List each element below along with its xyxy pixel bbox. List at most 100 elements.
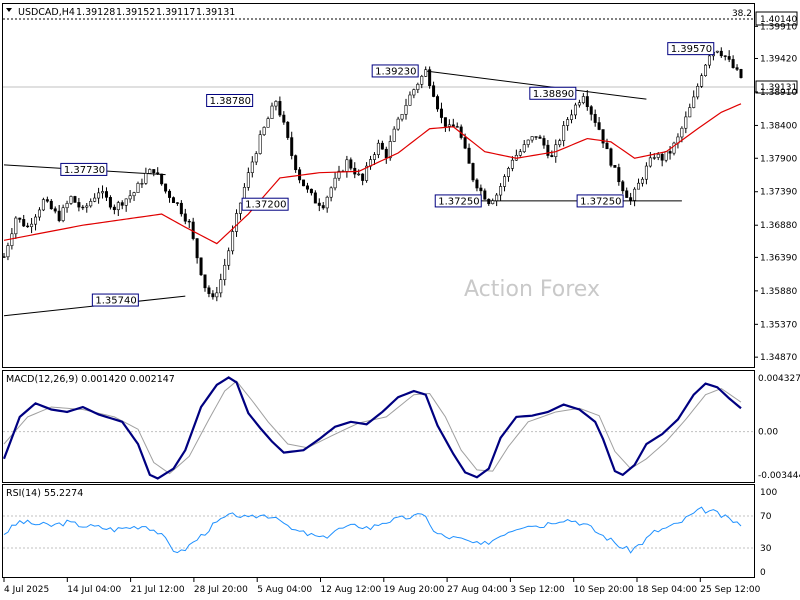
candle [573,102,577,120]
candle [215,286,219,302]
candle [589,105,593,121]
candle [424,66,428,77]
candle [376,139,380,159]
time-axis: 4 Jul 2025 14 Jul 04:00 21 Jul 12:00 28 Jul… [3,578,761,595]
candle [558,138,562,148]
candle [302,179,306,187]
candle [313,190,317,204]
candle [593,109,597,127]
ohlc-close: 1.39131 [196,7,235,18]
candle [439,102,443,124]
svg-text:1.37250: 1.37250 [580,196,621,207]
candle [120,200,124,210]
price-tick-label: 1.34870 [760,353,797,363]
price-tick-label: 1.38910 [760,88,797,98]
price-annotation: 1.39230 [371,64,419,78]
candle [707,54,711,69]
candle [30,217,34,234]
candle [380,140,384,150]
candle [396,116,400,131]
candle [625,187,629,198]
candle [723,55,727,61]
candle [211,290,215,300]
watermark: Action Forex [464,277,600,302]
price-panel-frame [2,3,755,368]
candle [404,98,408,120]
candle [550,150,554,158]
candle [443,117,447,132]
rsi-label: RSI(14) 55.2274 [6,488,83,499]
candle [518,148,522,157]
candle [53,206,57,214]
price-annotation: 1.38890 [529,86,577,100]
candle [349,157,353,171]
time-tick-label: 3 Sep 12:00 [510,585,565,595]
candle [223,258,227,286]
candle [436,94,440,112]
time-tick-label: 28 Jul 20:00 [194,585,248,595]
current-price-tag: 1.39131 [755,80,798,94]
candle [566,117,570,131]
candle [262,126,266,137]
candle [22,214,26,228]
candle [538,134,542,139]
time-tick-label: 21 Jul 12:00 [131,585,185,595]
candle [633,187,637,207]
candle [333,171,337,191]
candle [660,152,664,167]
rsi-line [3,506,742,554]
price-tick-label: 1.37900 [760,154,797,164]
candle [65,200,69,213]
rsi-panel[interactable]: RSI(14) 55.2274 100 70 30 0 [2,484,778,579]
candle [266,116,270,128]
candle [97,187,101,204]
candle [562,120,566,147]
candle [577,99,581,108]
time-tick-label: 27 Aug 04:00 [447,585,508,595]
candle [715,50,719,54]
candle [739,68,743,79]
macd-panel[interactable]: MACD(12,26,9) 0.001420 0.002147 0.004327… [2,370,800,483]
candle [530,136,534,143]
candle [26,222,30,228]
candle [101,185,105,199]
candle [416,82,420,94]
candle [420,74,424,89]
candle [621,180,625,194]
candle [278,96,282,118]
symbol-dropdown-icon[interactable] [6,8,12,12]
candle [672,141,676,156]
candle [526,139,530,148]
price-annotation: 1.37200 [241,197,289,211]
candle [471,162,475,183]
candle [475,178,479,192]
candle [605,138,609,150]
candle [175,202,179,206]
candle [597,117,601,131]
candle [41,197,45,212]
candle [14,216,18,239]
time-tick-label: 10 Sep 20:00 [574,585,634,595]
candle [136,181,140,193]
svg-text:1.39570: 1.39570 [671,44,712,55]
price-tick-label: 1.36880 [760,221,797,231]
candle [735,64,739,71]
candle [168,189,172,203]
candle [93,193,97,203]
candle [700,73,704,88]
candle [57,205,61,223]
candle [506,166,510,182]
svg-text:1.37250: 1.37250 [438,196,479,207]
candle [510,156,514,172]
time-tick-label: 19 Aug 20:00 [384,585,445,595]
price-annotations: 1.37730 1.35740 1.38780 1.37200 1.39230 1.372… [60,42,715,307]
price-panel[interactable]: USDCAD,H4 1.39128 1.39152 1.39117 1.3913… [2,3,755,368]
ohlc-low: 1.39117 [156,7,195,18]
macd-axis-bottom: -0.003444 [758,471,800,481]
candle [317,198,321,212]
candle [207,285,211,298]
candle [629,192,633,205]
candle [171,196,175,203]
candle [219,273,223,298]
